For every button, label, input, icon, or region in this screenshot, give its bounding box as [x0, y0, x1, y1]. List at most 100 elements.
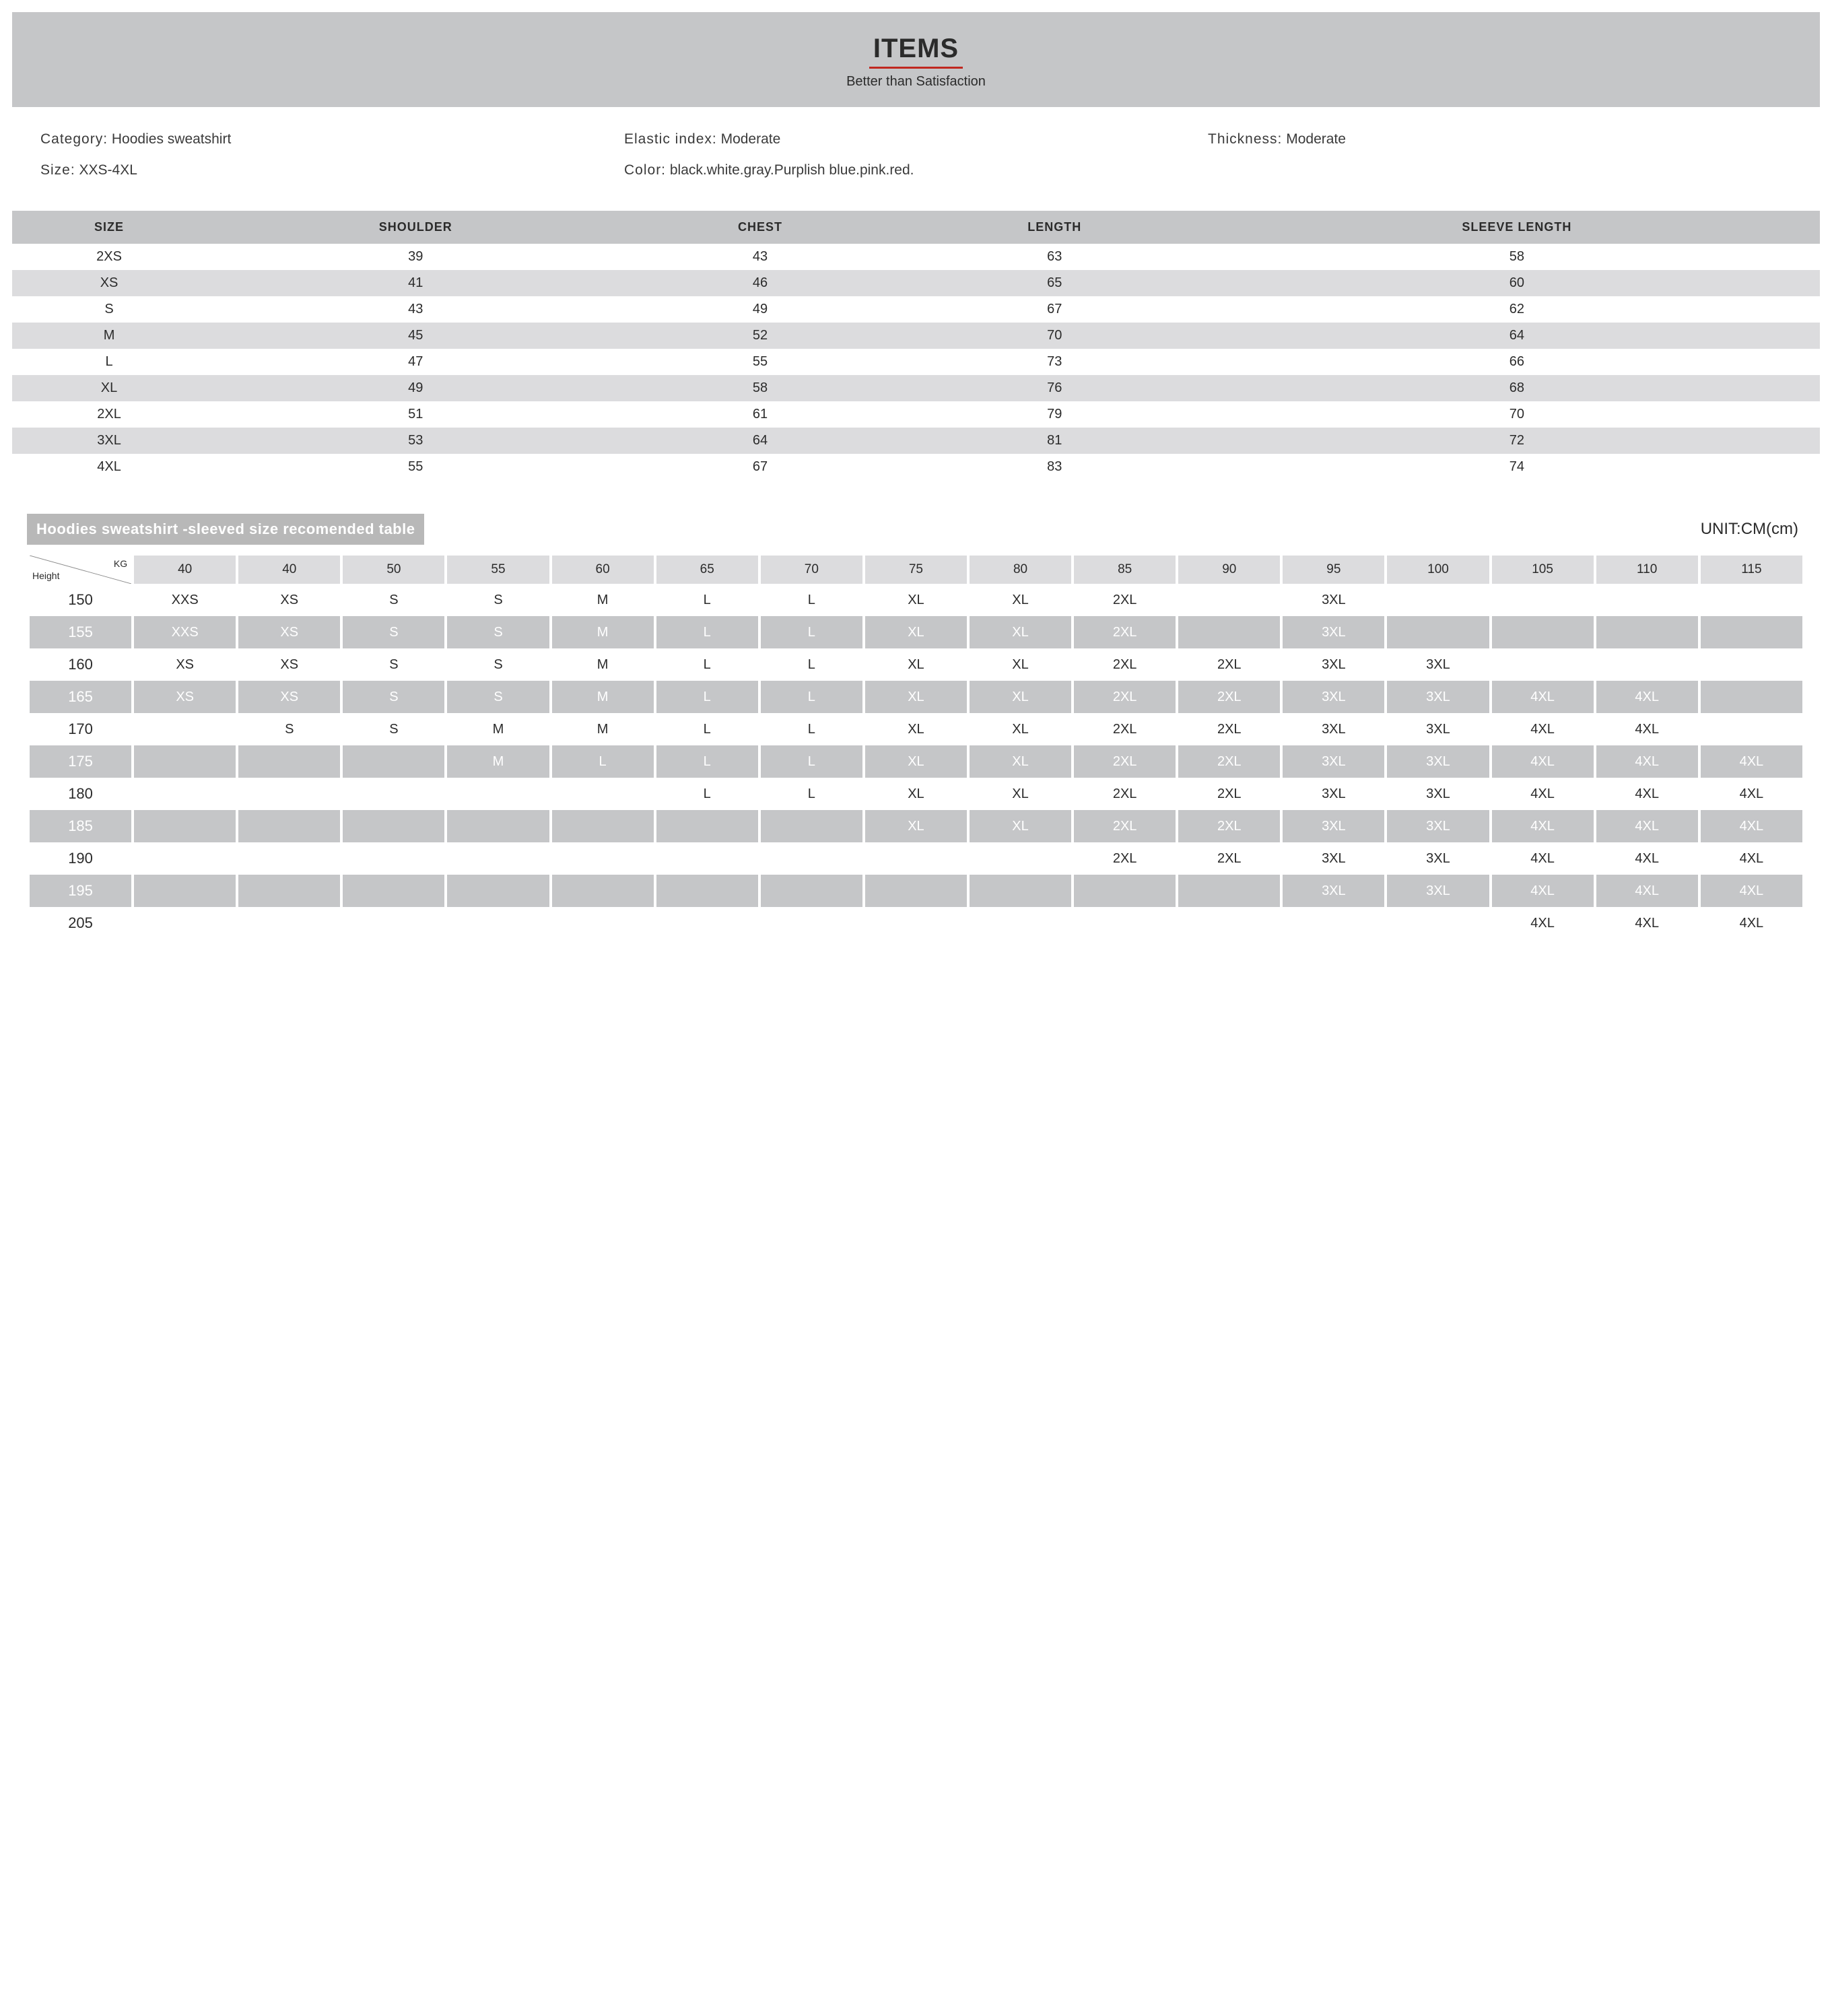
rec-size-cell: [447, 778, 549, 810]
rec-size-cell: 2XL: [1074, 745, 1176, 778]
rec-size-cell: [1701, 648, 1802, 681]
rec-size-cell: [1178, 616, 1280, 648]
rec-size-cell: [238, 907, 340, 939]
rec-size-cell: S: [343, 713, 444, 745]
rec-height-cell: 155: [30, 616, 131, 648]
rec-height-cell: 195: [30, 875, 131, 907]
rec-corner-height: Height: [32, 570, 59, 581]
size-table-cell: 70: [895, 323, 1214, 349]
rec-size-cell: [656, 810, 758, 842]
rec-size-cell: L: [761, 616, 862, 648]
size-table-header: CHEST: [625, 211, 895, 244]
rec-size-cell: XXS: [134, 616, 236, 648]
rec-size-cell: [447, 875, 549, 907]
rec-size-cell: 3XL: [1283, 616, 1384, 648]
meta-thickness: Thickness: Moderate: [1208, 131, 1792, 147]
rec-table-row: 1953XL3XL4XL4XL4XL: [30, 875, 1802, 907]
rec-size-cell: [134, 875, 236, 907]
rec-size-cell: [134, 745, 236, 778]
rec-size-cell: [1596, 616, 1698, 648]
rec-weight-header: 115: [1701, 556, 1802, 584]
rec-size-cell: [865, 842, 967, 875]
rec-table-row: 2054XL4XL4XL: [30, 907, 1802, 939]
rec-size-cell: 3XL: [1283, 648, 1384, 681]
rec-size-cell: M: [447, 745, 549, 778]
rec-weight-header: 100: [1387, 556, 1489, 584]
rec-size-cell: 3XL: [1387, 745, 1489, 778]
rec-size-cell: [134, 842, 236, 875]
meta-block: Category: Hoodies sweatshirt Elastic ind…: [0, 107, 1832, 211]
rec-table-row: 180LLXLXL2XL2XL3XL3XL4XL4XL4XL: [30, 778, 1802, 810]
rec-size-cell: L: [656, 713, 758, 745]
rec-table-row: 170SSMMLLXLXL2XL2XL3XL3XL4XL4XL: [30, 713, 1802, 745]
rec-table-row: 175MLLLXLXL2XL2XL3XL3XL4XL4XL4XL: [30, 745, 1802, 778]
rec-size-cell: 4XL: [1596, 681, 1698, 713]
rec-size-cell: [1178, 584, 1280, 616]
rec-size-cell: [447, 907, 549, 939]
size-table-cell: 41: [206, 270, 625, 296]
rec-size-cell: L: [656, 778, 758, 810]
rec-size-cell: [761, 810, 862, 842]
size-table-cell: 68: [1214, 375, 1820, 401]
size-table-cell: 4XL: [12, 454, 206, 480]
rec-size-cell: [447, 842, 549, 875]
rec-size-cell: [656, 907, 758, 939]
rec-size-cell: [447, 810, 549, 842]
rec-size-cell: S: [343, 681, 444, 713]
rec-height-cell: 190: [30, 842, 131, 875]
rec-size-cell: S: [343, 584, 444, 616]
rec-height-cell: 180: [30, 778, 131, 810]
rec-size-cell: L: [656, 648, 758, 681]
rec-size-cell: [552, 842, 654, 875]
size-table-cell: 53: [206, 428, 625, 454]
rec-size-cell: [761, 842, 862, 875]
rec-size-cell: 2XL: [1074, 810, 1176, 842]
rec-size-cell: 4XL: [1596, 907, 1698, 939]
rec-size-cell: 3XL: [1387, 648, 1489, 681]
rec-weight-header: 65: [656, 556, 758, 584]
rec-size-cell: L: [552, 745, 654, 778]
rec-weight-header: 105: [1492, 556, 1594, 584]
rec-size-cell: 2XL: [1178, 648, 1280, 681]
size-table-cell: 61: [625, 401, 895, 428]
rec-size-cell: [343, 907, 444, 939]
rec-size-cell: L: [761, 778, 862, 810]
meta-category-label: Category:: [40, 131, 108, 147]
rec-size-cell: [865, 875, 967, 907]
meta-elastic-label: Elastic index:: [624, 131, 717, 147]
rec-size-cell: [1074, 875, 1176, 907]
rec-size-cell: S: [447, 681, 549, 713]
rec-size-cell: L: [761, 713, 862, 745]
rec-weight-header: 90: [1178, 556, 1280, 584]
size-table-cell: 47: [206, 349, 625, 375]
rec-size-cell: [552, 810, 654, 842]
rec-size-cell: XL: [970, 681, 1071, 713]
meta-elastic: Elastic index: Moderate: [624, 131, 1208, 147]
rec-table-row: 150XXSXSSSMLLXLXL2XL3XL: [30, 584, 1802, 616]
rec-size-cell: 4XL: [1492, 842, 1594, 875]
size-table-cell: 58: [1214, 244, 1820, 270]
rec-size-cell: 3XL: [1283, 745, 1384, 778]
rec-size-cell: 2XL: [1178, 842, 1280, 875]
rec-size-cell: XL: [970, 745, 1071, 778]
rec-size-cell: [1387, 907, 1489, 939]
rec-size-cell: M: [552, 616, 654, 648]
rec-size-cell: 4XL: [1492, 810, 1594, 842]
rec-size-cell: [238, 842, 340, 875]
meta-color: Color: black.white.gray.Purplish blue.pi…: [624, 162, 1792, 178]
rec-table-header-row: KGHeight40405055606570758085909510010511…: [30, 556, 1802, 584]
rec-size-cell: L: [656, 584, 758, 616]
size-table-header: SHOULDER: [206, 211, 625, 244]
rec-size-cell: [343, 810, 444, 842]
rec-size-cell: [238, 875, 340, 907]
rec-size-cell: XL: [970, 648, 1071, 681]
rec-weight-header: 80: [970, 556, 1071, 584]
size-table-cell: 76: [895, 375, 1214, 401]
rec-size-cell: L: [761, 745, 862, 778]
rec-size-cell: 3XL: [1387, 875, 1489, 907]
rec-size-cell: [1387, 584, 1489, 616]
size-table-cell: M: [12, 323, 206, 349]
rec-height-cell: 170: [30, 713, 131, 745]
rec-size-cell: [1492, 616, 1594, 648]
rec-size-cell: XL: [865, 745, 967, 778]
